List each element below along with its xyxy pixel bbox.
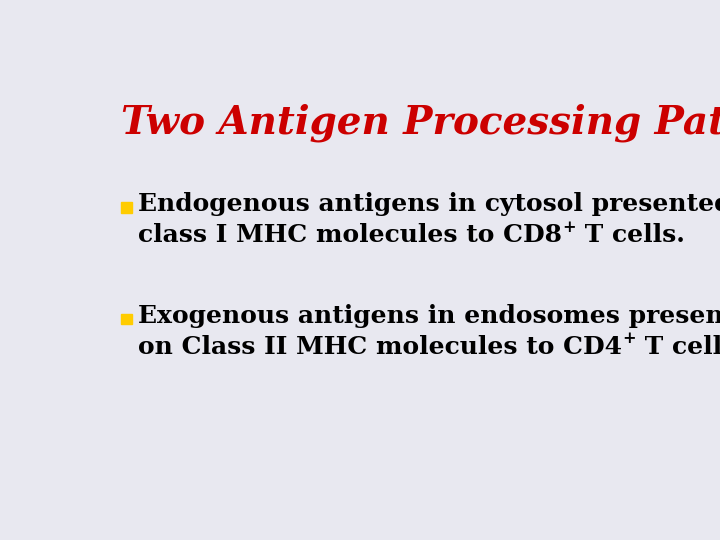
Text: on Class II MHC molecules to CD4: on Class II MHC molecules to CD4 — [138, 335, 622, 359]
Text: +: + — [622, 330, 636, 348]
Text: T cells.: T cells. — [636, 335, 720, 359]
Text: +: + — [562, 219, 576, 236]
Bar — [121, 202, 132, 213]
Text: Endogenous antigens in cytosol presented on: Endogenous antigens in cytosol presented… — [138, 192, 720, 216]
Text: Exogenous antigens in endosomes presented: Exogenous antigens in endosomes presente… — [138, 304, 720, 328]
Bar — [121, 314, 132, 325]
Text: class I MHC molecules to CD8: class I MHC molecules to CD8 — [138, 223, 562, 247]
Text: Two Antigen Processing Pathways: Two Antigen Processing Pathways — [121, 103, 720, 142]
Text: T cells.: T cells. — [576, 223, 685, 247]
